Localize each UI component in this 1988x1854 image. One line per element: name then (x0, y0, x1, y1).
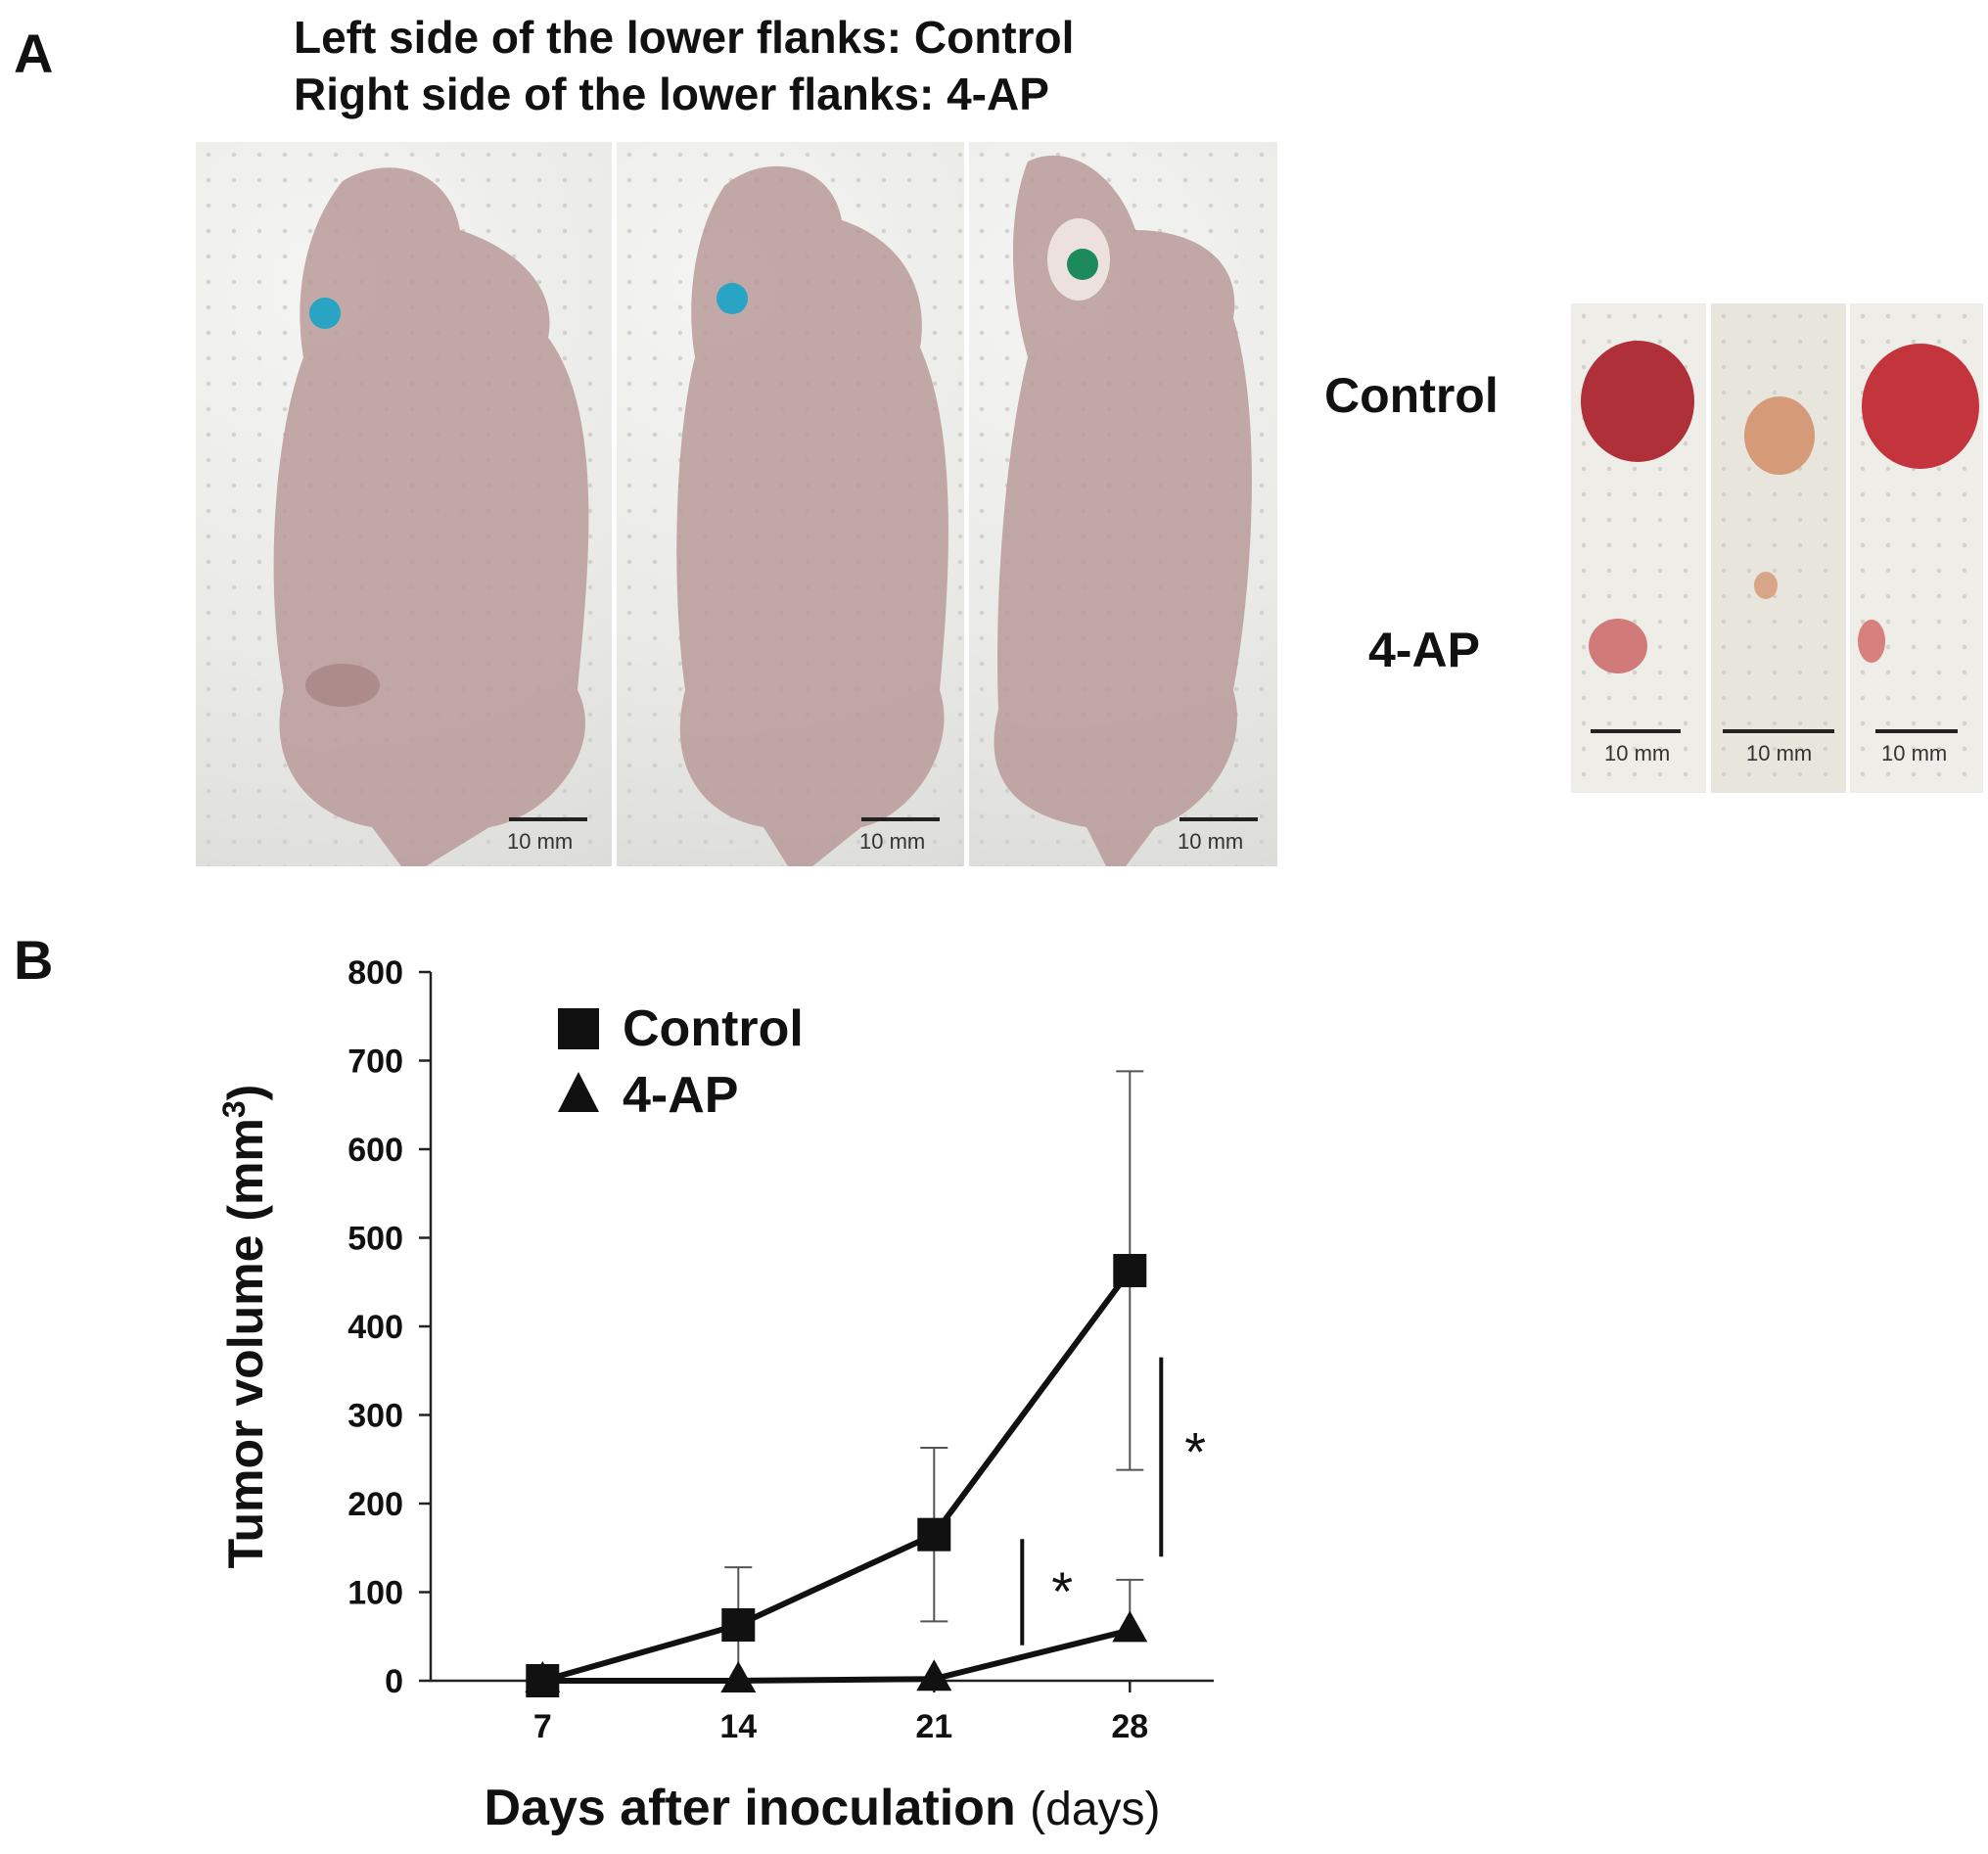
scale-label: 10 mm (1604, 741, 1671, 765)
x-tick-label: 7 (533, 1708, 552, 1745)
legend-marker-square (558, 1008, 599, 1049)
scale-label: 10 mm (859, 829, 926, 854)
series-line-control (541, 1269, 1133, 1684)
tumor-illustration (1858, 344, 1979, 663)
series-line-4ap (542, 1627, 1132, 1684)
scale-label: 10 mm (1178, 829, 1244, 854)
mouse-illustration (994, 155, 1252, 866)
tumor-illustration (1581, 341, 1694, 673)
data-point-4ap (525, 1661, 561, 1692)
y-tick-label: 0 (385, 1663, 403, 1700)
tumor-photo-2: 10 mm (1711, 303, 1846, 793)
tumor-row-label-4ap: 4-AP (1368, 623, 1480, 677)
y-tick-label: 100 (347, 1575, 403, 1612)
photo-divider (964, 142, 969, 866)
tumor-photo-1: 10 mm (1571, 303, 1706, 793)
data-point-4ap (916, 1659, 952, 1692)
data-point-4ap (720, 1661, 757, 1692)
tumor-row-label-control: Control (1324, 368, 1499, 423)
photo-divider (612, 142, 617, 866)
legend-marker-triangle (558, 1072, 599, 1112)
y-tick-label: 400 (347, 1309, 403, 1346)
tumor-photo-3: 10 mm (1850, 303, 1983, 793)
significance-label: * (1184, 1420, 1206, 1482)
scale-label: 10 mm (1881, 741, 1948, 765)
y-tick-label: 500 (347, 1221, 403, 1258)
legend-label-4ap: 4-AP (623, 1067, 738, 1124)
y-tick-label: 600 (347, 1132, 403, 1169)
scale-label: 10 mm (507, 829, 574, 854)
x-axis-label: Days after inoculation (days) (484, 1780, 1160, 1836)
mouse-photo-3: 10 mm (969, 142, 1277, 866)
y-tick-label: 300 (347, 1398, 403, 1435)
scale-label: 10 mm (1746, 741, 1813, 765)
mouse-photo-2: 10 mm (617, 142, 964, 866)
mouse-illustration (676, 165, 948, 866)
y-tick-label: 700 (347, 1043, 403, 1081)
data-point-4ap (1112, 1610, 1148, 1643)
tumor-illustration (1744, 396, 1815, 599)
panel-a-caption-line2: Right side of the lower flanks: 4-AP (294, 69, 1049, 119)
y-tick-label: 800 (347, 954, 403, 992)
x-tick-label: 14 (719, 1708, 757, 1745)
x-tick-label: 21 (915, 1708, 952, 1745)
legend-label-control: Control (623, 1000, 804, 1057)
significance-label: * (1051, 1560, 1073, 1622)
data-point-control (1113, 1253, 1147, 1287)
panel-a-letter: A (14, 23, 54, 84)
mouse-photo-1: 10 mm (196, 142, 612, 866)
panel-a-caption-line1: Left side of the lower flanks: Control (294, 12, 1075, 63)
y-axis-label: Tumor volume (mm3) (216, 1085, 273, 1569)
data-point-control (917, 1517, 951, 1552)
x-tick-label: 28 (1111, 1708, 1148, 1745)
data-point-control (721, 1607, 756, 1642)
panel-b-letter: B (14, 929, 54, 991)
tumor-volume-chart: 0 100 200 300 400 500 600 700 800 7 14 21 28 Days aft… (216, 954, 1214, 1836)
mouse-illustration (273, 167, 589, 866)
y-tick-label: 200 (347, 1486, 403, 1523)
